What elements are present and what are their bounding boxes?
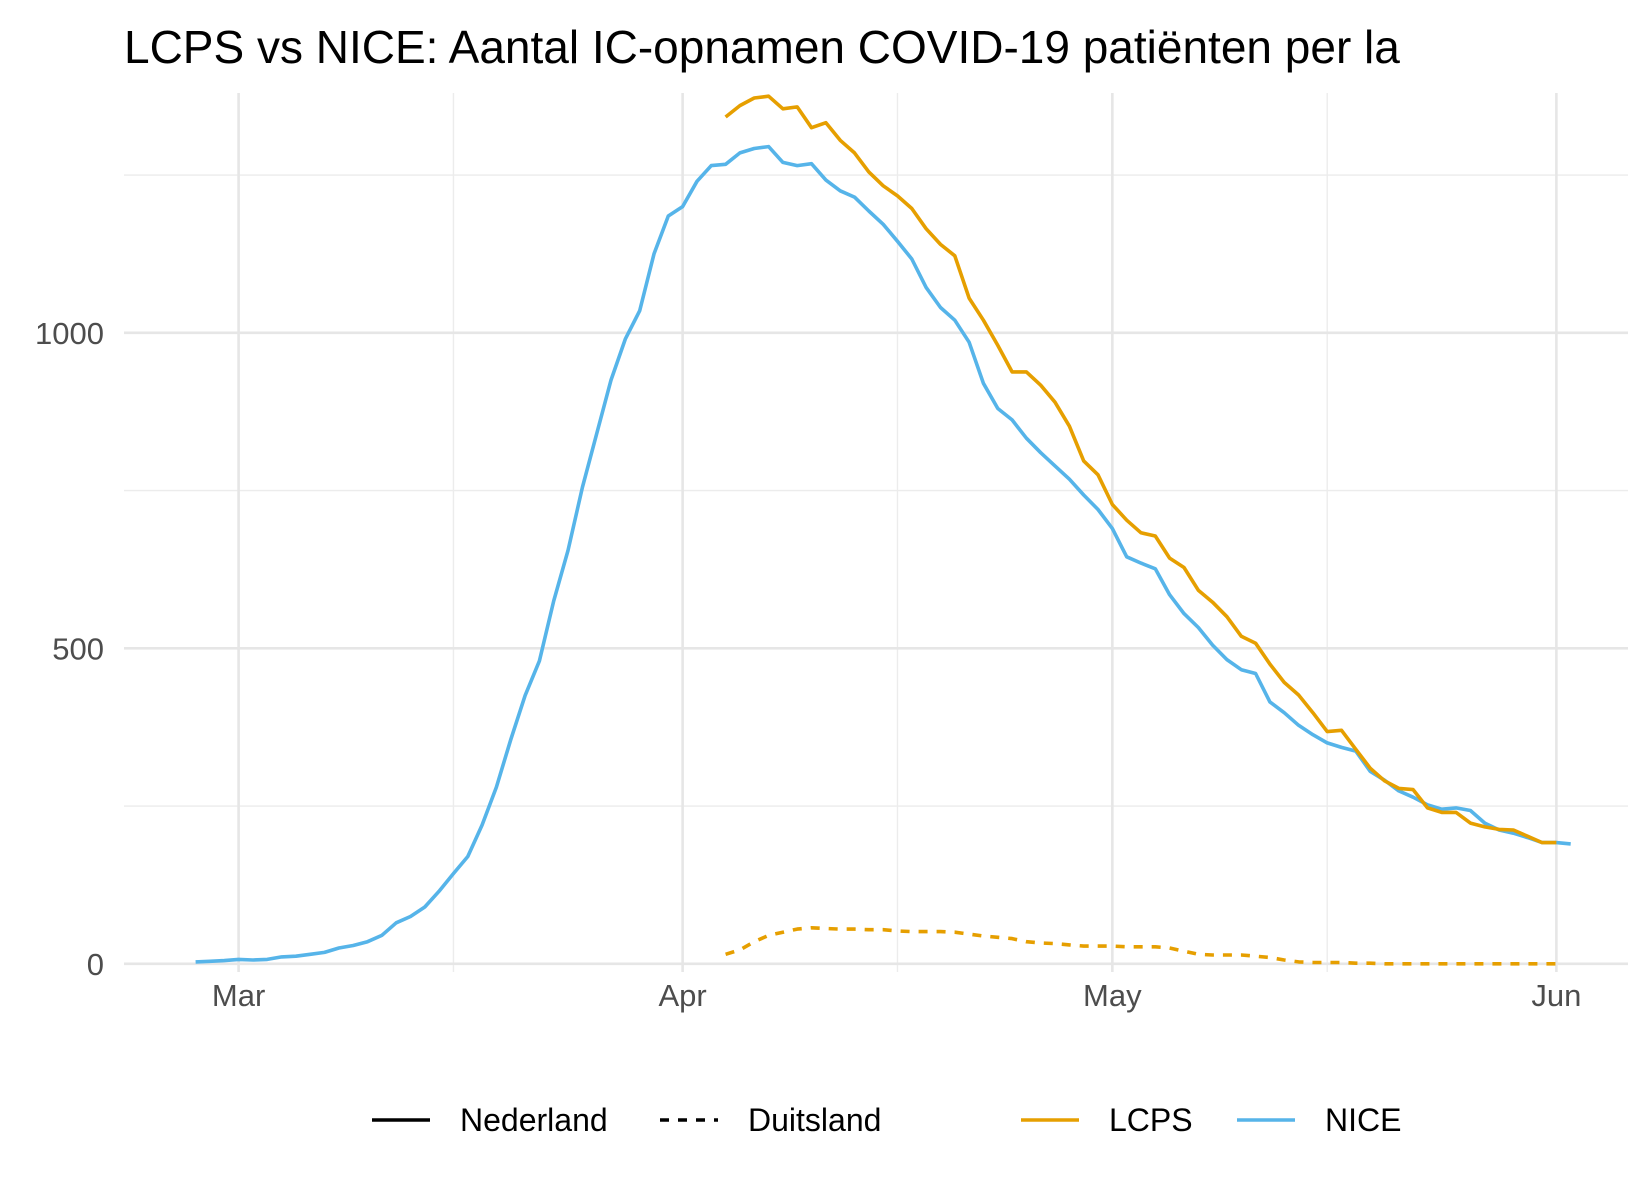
grid-lines [124, 93, 1628, 972]
legend-label: Nederland [460, 1102, 608, 1138]
series-lines [195, 94, 1571, 966]
x-tick-label: May [1083, 978, 1142, 1013]
legend-label: NICE [1325, 1102, 1401, 1138]
y-tick-label: 1000 [35, 316, 104, 351]
legend: Nederland Duitsland LCPS NICE [372, 1102, 1401, 1138]
x-tick-label: Apr [659, 978, 707, 1013]
x-tick-label: Jun [1531, 978, 1581, 1013]
legend-nice: NICE [1237, 1102, 1401, 1138]
x-axis-tick-labels: Mar Apr May Jun [212, 978, 1581, 1013]
chart-title: LCPS vs NICE: Aantal IC-opnamen COVID-19… [124, 21, 1400, 73]
series-line-lcps-nederland [724, 94, 1557, 845]
legend-label: LCPS [1109, 1102, 1193, 1138]
series-line-nice-nederland [195, 144, 1571, 964]
x-tick-label: Mar [212, 978, 265, 1013]
y-axis-tick-labels: 0 500 1000 [35, 316, 104, 982]
legend-label: Duitsland [748, 1102, 881, 1138]
y-tick-label: 500 [52, 631, 104, 666]
legend-nederland: Nederland [372, 1102, 608, 1138]
legend-duitsland: Duitsland [660, 1102, 881, 1138]
legend-lcps: LCPS [1021, 1102, 1193, 1138]
y-tick-label: 0 [87, 947, 104, 982]
series-line-lcps-duitsland [725, 926, 1557, 966]
